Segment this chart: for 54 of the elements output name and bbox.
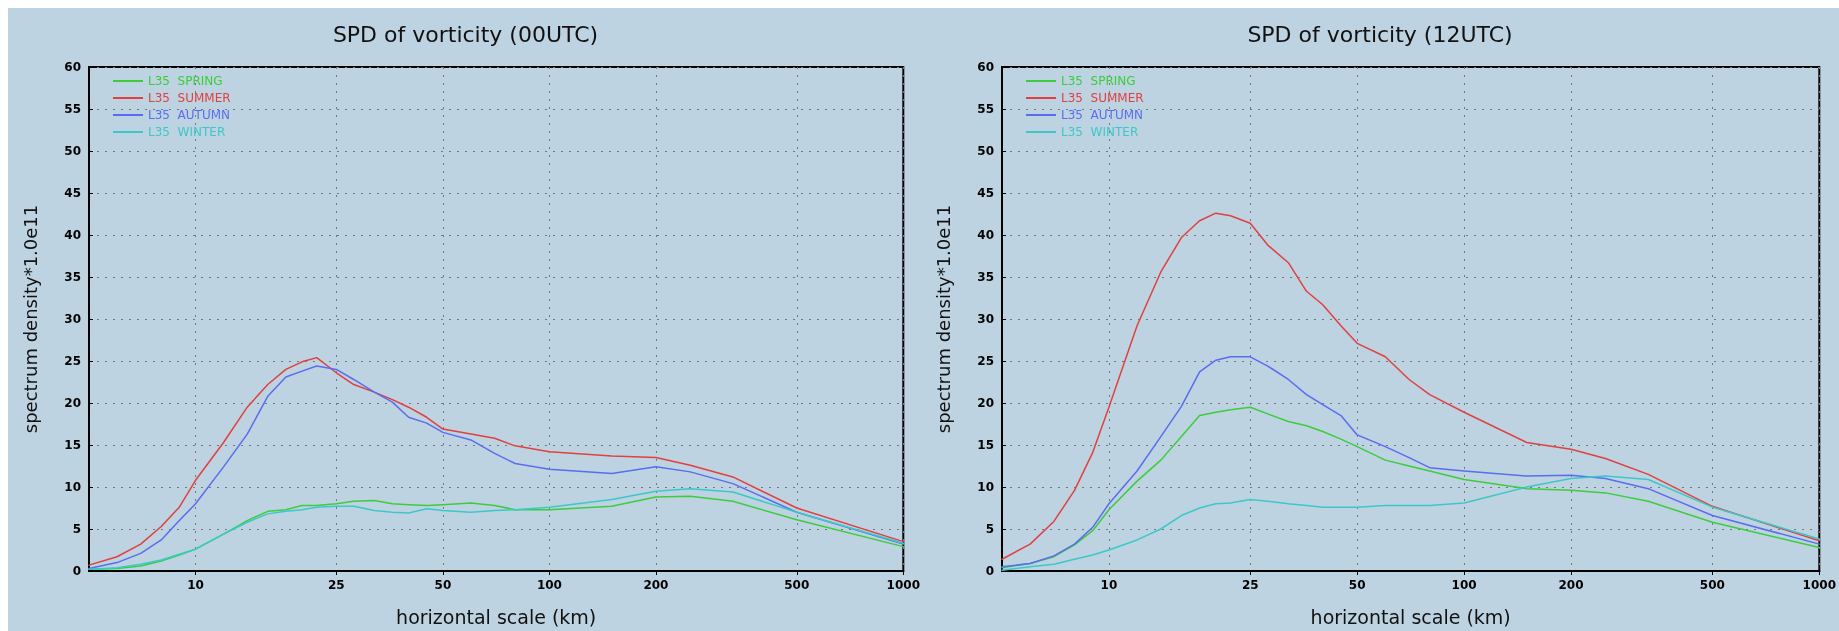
y-tick-label: 60 xyxy=(977,60,994,74)
x-tick-label: 200 xyxy=(643,578,669,592)
y-tick-label: 50 xyxy=(977,144,994,158)
y-tick-label: 45 xyxy=(64,186,81,200)
legend-label: L35 AUTUMN xyxy=(1061,108,1144,122)
y-tick-label: 0 xyxy=(985,564,994,578)
x-tick-label: 1000 xyxy=(1802,578,1836,592)
x-tick-label: 10 xyxy=(1100,578,1118,592)
x-tick-label: 50 xyxy=(1348,578,1366,592)
legend-label: L35 SUMMER xyxy=(148,91,231,105)
y-tick-label: 20 xyxy=(977,396,994,410)
x-tick-label: 500 xyxy=(1699,578,1725,592)
legend-label: L35 AUTUMN xyxy=(148,108,231,122)
y-tick-label: 30 xyxy=(977,312,994,326)
x-tick-label: 25 xyxy=(1241,578,1259,592)
y-tick-label: 60 xyxy=(64,60,81,74)
x-axis-title: horizontal scale (km) xyxy=(1310,605,1511,628)
y-tick-label: 25 xyxy=(977,354,994,368)
y-tick-label: 35 xyxy=(64,270,81,284)
y-tick-label: 5 xyxy=(72,522,81,536)
legend-label: L35 WINTER xyxy=(1061,125,1139,139)
x-tick-label: 100 xyxy=(1451,578,1477,592)
y-tick-label: 20 xyxy=(64,396,81,410)
x-tick-label: 1000 xyxy=(886,578,920,592)
y-tick-label: 10 xyxy=(977,480,994,494)
legend-label: L35 SPRING xyxy=(1061,74,1136,88)
y-tick-label: 5 xyxy=(985,522,994,536)
y-tick-label: 30 xyxy=(64,312,81,326)
y-tick-label: 15 xyxy=(64,438,81,452)
x-tick-label: 100 xyxy=(536,578,562,592)
x-tick-label: 25 xyxy=(328,578,345,592)
x-tick-label: 50 xyxy=(434,578,452,592)
y-tick-label: 35 xyxy=(977,270,994,284)
y-tick-label: 25 xyxy=(64,354,81,368)
y-tick-label: 45 xyxy=(977,186,994,200)
y-axis-title: spectrum density*1.0e11 xyxy=(932,204,954,434)
x-tick-label: 200 xyxy=(1558,578,1584,592)
x-tick-label: 500 xyxy=(784,578,810,592)
y-tick-label: 55 xyxy=(977,102,994,116)
chart-title: SPD of vorticity (12UTC) xyxy=(1247,21,1513,47)
y-tick-label: 50 xyxy=(64,144,81,158)
y-tick-label: 10 xyxy=(64,480,81,494)
y-tick-label: 40 xyxy=(64,228,81,242)
legend-label: L35 WINTER xyxy=(148,125,226,139)
y-tick-label: 15 xyxy=(977,438,994,452)
y-axis-title: spectrum density*1.0e11 xyxy=(19,204,41,434)
y-tick-label: 0 xyxy=(72,564,81,578)
y-tick-label: 55 xyxy=(64,102,81,116)
x-tick-label: 10 xyxy=(187,578,204,592)
legend-label: L35 SPRING xyxy=(148,74,223,88)
chart-title: SPD of vorticity (00UTC) xyxy=(332,21,599,47)
y-tick-label: 40 xyxy=(977,228,994,242)
x-axis-title: horizontal scale (km) xyxy=(396,605,597,628)
legend-label: L35 SUMMER xyxy=(1061,91,1144,105)
